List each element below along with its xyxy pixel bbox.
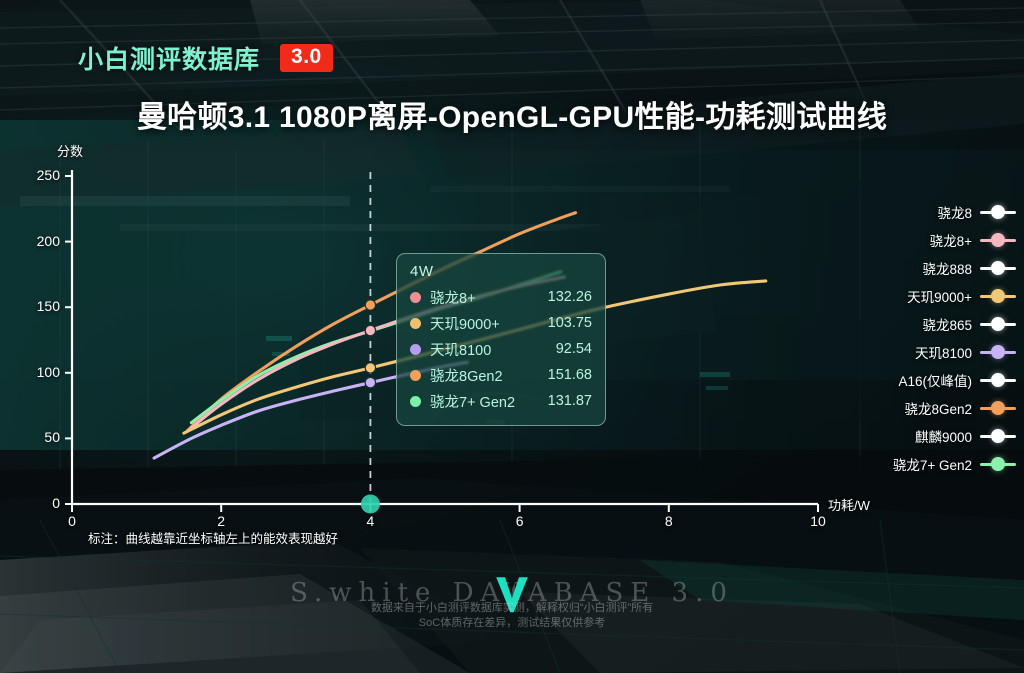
legend-marker-icon [980, 344, 1016, 360]
y-tick-label: 0 [52, 495, 60, 511]
legend-label: 麒麟9000 [914, 430, 972, 445]
tooltip-series-value: 92.54 [555, 341, 592, 357]
legend-marker-icon [980, 428, 1016, 444]
y-tick-label: 100 [36, 363, 60, 380]
legend-item-麒麟9000[interactable]: 麒麟9000 [893, 422, 1016, 450]
legend-marker-icon [980, 316, 1016, 332]
x-tick-label: 6 [515, 513, 524, 529]
tooltip-rows: 骁龙8+ 132.26 天玑9000+ 103.75 天玑8100 92.54 骁龙8Gen… [410, 284, 592, 414]
tooltip-header: 4W [410, 263, 434, 280]
tooltip-color-dot [410, 369, 421, 381]
disclaimer: 数据来自于小白测评数据库实测，解释权归“小白测评”所有 SoC体质存在差异，测试… [0, 601, 1024, 631]
legend-label: 天玑8100 [914, 346, 972, 361]
legend-item-骁龙865[interactable]: 骁龙865 [893, 310, 1016, 338]
tooltip-row: 天玑9000+ 103.75 [410, 310, 592, 336]
legend-label: 骁龙8Gen2 [904, 402, 972, 417]
legend-label: 天玑9000+ [907, 290, 972, 305]
tooltip-4w: 4W 骁龙8+ 132.26 天玑9000+ 103.75 天玑8100 92.54 骁龙8… [396, 253, 606, 426]
tooltip-series-name: 天玑8100 [430, 342, 492, 359]
legend-label: 骁龙865 [922, 318, 972, 333]
tooltip-series-value: 103.75 [547, 315, 592, 331]
version-badge: 3.0 [280, 44, 333, 72]
data-point-骁龙8+ [364, 324, 377, 337]
legend-marker-icon [980, 260, 1016, 276]
legend-item-天玑9000+[interactable]: 天玑9000+ [893, 282, 1016, 310]
data-point-骁龙8Gen2 [364, 299, 377, 311]
tooltip-row: 天玑8100 92.54 [410, 336, 592, 362]
brand-row: 小白测评数据库 3.0 [78, 40, 333, 76]
legend-item-天玑8100[interactable]: 天玑8100 [893, 338, 1016, 366]
tooltip-color-dot [410, 395, 421, 407]
legend-label: A16(仅峰值) [898, 374, 972, 389]
data-point-天玑9000+ [364, 362, 377, 374]
legend: 骁龙8 骁龙8+ 骁龙888 天玑9000+ 骁龙865 天玑8100 A16(仅峰值) 骁龙… [893, 198, 1016, 478]
legend-label: 骁龙888 [922, 262, 972, 277]
legend-marker-icon [980, 372, 1016, 388]
tooltip-series-name: 天玑9000+ [430, 316, 500, 333]
legend-label: 骁龙8 [937, 206, 972, 221]
y-tick-label: 150 [36, 298, 60, 315]
disclaimer-line-1: 数据来自于小白测评数据库实测，解释权归“小白测评”所有 [370, 602, 654, 614]
tooltip-row: 骁龙7+ Gen2 131.87 [410, 388, 592, 414]
tooltip-color-dot [410, 343, 421, 355]
y-tick-label: 200 [36, 232, 60, 249]
tooltip-series-value: 131.87 [547, 393, 592, 409]
x-tick-label: 4 [366, 513, 375, 529]
legend-marker-icon [980, 204, 1016, 220]
page-title: 曼哈顿3.1 1080P离屏-OpenGL-GPU性能-功耗测试曲线 [136, 101, 888, 134]
x-tick-label: 2 [217, 513, 226, 529]
disclaimer-line-2: SoC体质存在差异，测试结果仅供参考 [418, 617, 606, 629]
axis-marker-4w [360, 494, 380, 514]
y-tick-label: 250 [36, 167, 60, 183]
tooltip-series-value: 151.68 [547, 367, 592, 383]
legend-marker-icon [980, 400, 1016, 416]
chart-note: 标注：曲线越靠近坐标轴左上的能效表现越好 [88, 532, 339, 546]
tooltip-series-name: 骁龙7+ Gen2 [430, 394, 516, 411]
legend-marker-icon [980, 456, 1016, 472]
series-line-骁龙8Gen2 [186, 211, 578, 433]
legend-item-骁龙888[interactable]: 骁龙888 [893, 254, 1016, 282]
x-tick-label: 8 [664, 513, 673, 529]
legend-item-A16(仅峰值)[interactable]: A16(仅峰值) [893, 366, 1016, 394]
tooltip-color-dot [410, 291, 421, 303]
legend-marker-icon [980, 288, 1016, 304]
x-tick-label: 0 [68, 513, 76, 529]
tooltip-color-dot [410, 317, 421, 329]
legend-item-骁龙8+[interactable]: 骁龙8+ [893, 226, 1016, 254]
tooltip-series-value: 132.26 [547, 289, 592, 305]
tooltip-series-name: 骁龙8Gen2 [430, 368, 503, 385]
data-point-天玑8100 [364, 376, 377, 389]
x-axis-title: 功耗/W [828, 498, 870, 513]
legend-marker-icon [980, 232, 1016, 248]
legend-item-骁龙8[interactable]: 骁龙8 [893, 198, 1016, 226]
x-tick-label: 10 [810, 513, 826, 529]
y-tick-label: 50 [44, 429, 60, 446]
legend-label: 骁龙8+ [929, 234, 972, 249]
tooltip-row: 骁龙8Gen2 151.68 [410, 362, 592, 388]
tooltip-row: 骁龙8+ 132.26 [410, 284, 592, 310]
brand-title: 小白测评数据库 [78, 46, 261, 74]
legend-item-骁龙7+ Gen2[interactable]: 骁龙7+ Gen2 [893, 450, 1016, 478]
legend-label: 骁龙7+ Gen2 [892, 458, 972, 473]
legend-item-骁龙8Gen2[interactable]: 骁龙8Gen2 [893, 394, 1016, 422]
y-axis-title: 分数 [57, 144, 84, 159]
tooltip-series-name: 骁龙8+ [430, 290, 476, 307]
